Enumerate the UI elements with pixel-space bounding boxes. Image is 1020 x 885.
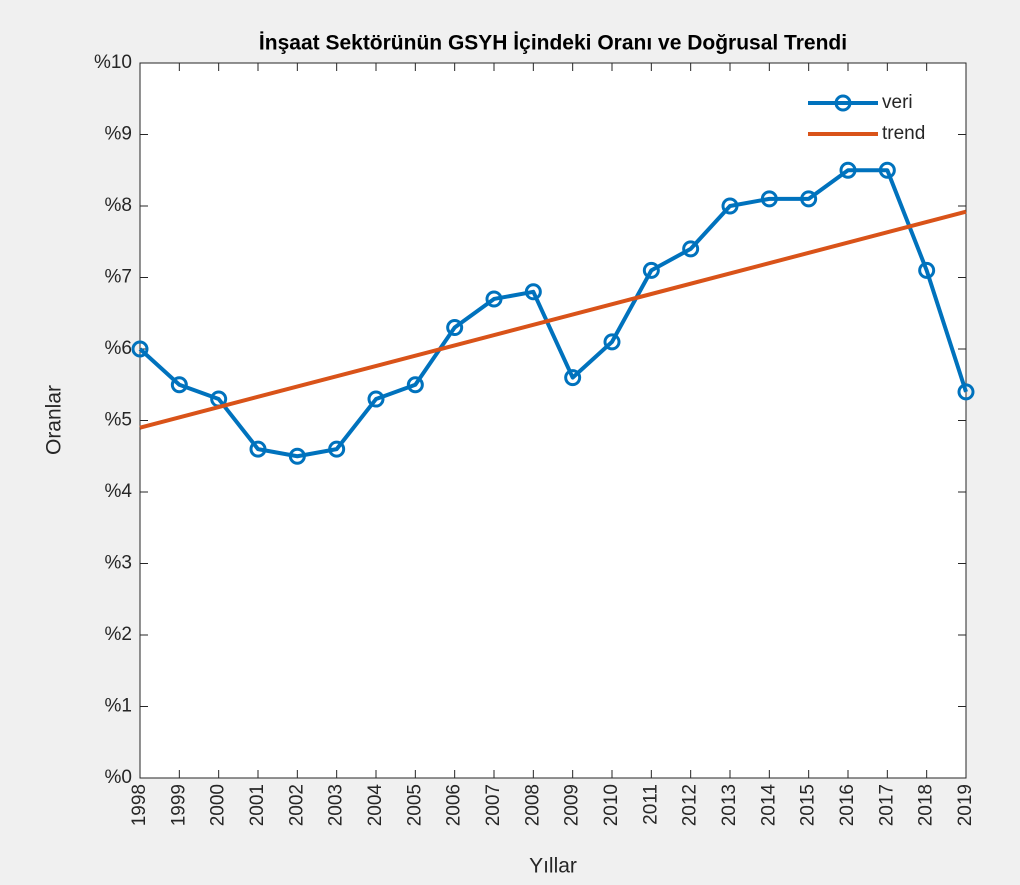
x-tick-label: 2002	[286, 784, 307, 826]
y-tick-label: %10	[94, 52, 132, 73]
x-tick-label: 2010	[601, 784, 622, 826]
x-tick-label: 2006	[444, 784, 465, 826]
data-point	[918, 261, 936, 279]
x-tick-label: 2008	[522, 784, 543, 826]
x-tick-label: 2014	[758, 784, 779, 827]
data-point	[603, 333, 621, 351]
y-tick-label: %3	[105, 553, 132, 574]
x-tick-label: 2013	[719, 784, 740, 826]
x-tick-label: 2011	[640, 784, 661, 825]
series-line	[138, 168, 968, 459]
x-tick-label: 2004	[365, 784, 386, 827]
y-axis-label: Oranlar	[43, 385, 66, 455]
data-point	[839, 161, 857, 179]
x-tick-label: 2019	[955, 784, 976, 826]
x-tick-label: 2005	[404, 784, 425, 826]
x-tick-label: 2016	[837, 784, 858, 826]
chart-title: İnşaat Sektörünün GSYH İçindeki Oranı ve…	[259, 32, 847, 55]
y-tick-label: %2	[105, 624, 132, 645]
data-point	[721, 197, 739, 215]
data-point	[249, 440, 267, 458]
legend-marker	[834, 94, 852, 112]
data-point	[170, 376, 188, 394]
x-tick-label: 2012	[680, 784, 701, 826]
x-tick-label: 1999	[168, 784, 189, 826]
legend-label: trend	[882, 123, 925, 144]
series-line	[139, 209, 967, 430]
data-point	[131, 340, 149, 358]
data-point	[878, 161, 896, 179]
data-point	[485, 290, 503, 308]
x-tick-label: 2017	[876, 784, 897, 826]
y-tick-label: %0	[105, 767, 132, 788]
data-point	[800, 190, 818, 208]
data-point	[957, 383, 975, 401]
x-tick-label: 2000	[208, 784, 229, 826]
y-tick-label: %7	[105, 267, 132, 288]
data-point	[682, 240, 700, 258]
x-tick-label: 2009	[562, 784, 583, 826]
y-tick-label: %4	[105, 481, 133, 502]
y-tick-label: %9	[105, 124, 132, 145]
data-point	[642, 261, 660, 279]
x-tick-label: 2003	[326, 784, 347, 826]
x-tick-label: 2015	[798, 784, 819, 826]
data-point	[760, 190, 778, 208]
y-tick-label: %8	[105, 195, 132, 216]
x-tick-label: 1998	[129, 784, 150, 826]
legend-label: veri	[882, 92, 913, 113]
x-tick-label: 2018	[916, 784, 937, 826]
data-point	[288, 447, 306, 465]
data-point	[406, 376, 424, 394]
y-tick-label: %6	[105, 338, 132, 359]
x-axis-label: Yıllar	[529, 855, 577, 878]
x-tick-label: 2001	[247, 784, 268, 826]
y-tick-label: %5	[105, 410, 132, 431]
y-tick-label: %1	[105, 696, 132, 717]
x-tick-label: 2007	[483, 784, 504, 826]
data-point	[367, 390, 385, 408]
data-point	[328, 440, 346, 458]
data-point	[446, 319, 464, 337]
data-point	[564, 369, 582, 387]
data-point	[524, 283, 542, 301]
